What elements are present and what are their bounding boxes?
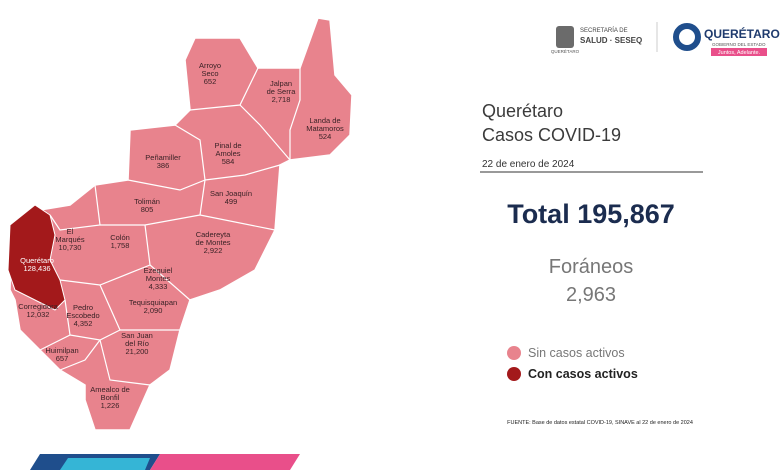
title: Querétaro <box>482 101 563 121</box>
borders <box>39 67 301 386</box>
municipality-name: Arroyo <box>199 61 221 70</box>
brand-icon <box>673 23 701 51</box>
brand: QUERÉTARO <box>704 26 780 41</box>
municipality-name: San Joaquín <box>210 189 252 198</box>
legend: Sin casos activos Con casos activos <box>507 346 638 381</box>
municipality-name: Pedro <box>73 303 93 312</box>
municipality-name: Tolimán <box>134 197 160 206</box>
municipality-cases: 1,226 <box>101 401 120 410</box>
municipality-cases: 499 <box>225 197 238 206</box>
municipality-name: Escobedo <box>66 311 99 320</box>
municipality-name: Corregidora <box>18 302 58 311</box>
municipality-name: Ezequiel <box>144 266 173 275</box>
municipality-name: de Montes <box>195 238 230 247</box>
municipality-name: Matamoros <box>306 124 344 133</box>
municipality-name: Landa de <box>309 116 340 125</box>
municipality-cases: 2,718 <box>272 95 291 104</box>
foraneos-value: 2,963 <box>566 284 616 306</box>
municipality-cases: 4,352 <box>74 319 93 328</box>
total: Total 195,867 <box>507 199 675 229</box>
municipality-name: de Serra <box>267 87 297 96</box>
slogan: Juntos, Adelante. <box>718 50 761 56</box>
seal-icon <box>556 26 574 48</box>
municipality-cases: 2,922 <box>204 246 223 255</box>
municipality-name: El <box>67 227 74 236</box>
municipality-name: Peñamiller <box>145 153 181 162</box>
municipality-cases: 4,333 <box>149 282 168 291</box>
municipality-name: Marqués <box>55 235 84 244</box>
stripe <box>60 458 150 470</box>
header: QUERÉTARO SECRETARÍA DE SALUD · SESEQ QU… <box>551 22 780 56</box>
municipality-name: Pinal de <box>214 141 241 150</box>
date: 22 de enero de 2024 <box>482 159 575 170</box>
municipality-cases: 805 <box>141 205 154 214</box>
municipality-name: Bonfil <box>101 393 120 402</box>
municipality-name: Cadereyta <box>196 230 231 239</box>
municipality-name: Seco <box>201 69 218 78</box>
municipality-name: Amoles <box>215 149 240 158</box>
municipality-cases: 128,436 <box>23 264 50 273</box>
foraneos-label: Foráneos <box>549 256 634 278</box>
legend-swatch <box>507 367 521 381</box>
queretaro-shape <box>7 204 66 311</box>
municipality-name: Huimilpan <box>45 346 78 355</box>
legend-swatch <box>507 346 521 360</box>
source: FUENTE: Base de datos estatal COVID-19, … <box>507 420 693 426</box>
legend-label: Sin casos activos <box>528 346 625 360</box>
municipality-cases: 12,032 <box>27 310 50 319</box>
municipality-cases: 584 <box>222 157 235 166</box>
municipality-cases: 524 <box>319 132 332 141</box>
municipality-name: Amealco de <box>90 385 130 394</box>
municipality-cases: 21,200 <box>126 347 149 356</box>
municipality-name: Tequisquiapan <box>129 298 177 307</box>
municipality-name: San Juan <box>121 331 153 340</box>
agency-line: SECRETARÍA DE <box>580 27 628 34</box>
municipality-cases: 10,730 <box>59 243 82 252</box>
municipality-cases: 1,758 <box>111 241 130 250</box>
title: Casos COVID-19 <box>482 125 621 145</box>
legend-label: Con casos activos <box>528 367 638 381</box>
agency-place: QUERÉTARO <box>551 48 580 54</box>
municipality-name: del Río <box>125 339 149 348</box>
municipality-name: Querétaro <box>20 256 54 265</box>
stripe <box>150 454 300 470</box>
slogan-bg <box>711 48 767 56</box>
municipality-cases: 657 <box>56 354 69 363</box>
municipality-name: Colón <box>110 233 130 242</box>
municipality-cases: 2,090 <box>144 306 163 315</box>
state-shape <box>9 17 353 431</box>
brand-sub: GOBIERNO DEL ESTADO <box>712 42 766 47</box>
municipality-cases: 652 <box>204 77 217 86</box>
agency-line: SALUD · SESEQ <box>580 36 642 45</box>
municipality-cases: 386 <box>157 161 170 170</box>
municipality-name: Jalpan <box>270 79 292 88</box>
municipality-name: Montes <box>146 274 171 283</box>
